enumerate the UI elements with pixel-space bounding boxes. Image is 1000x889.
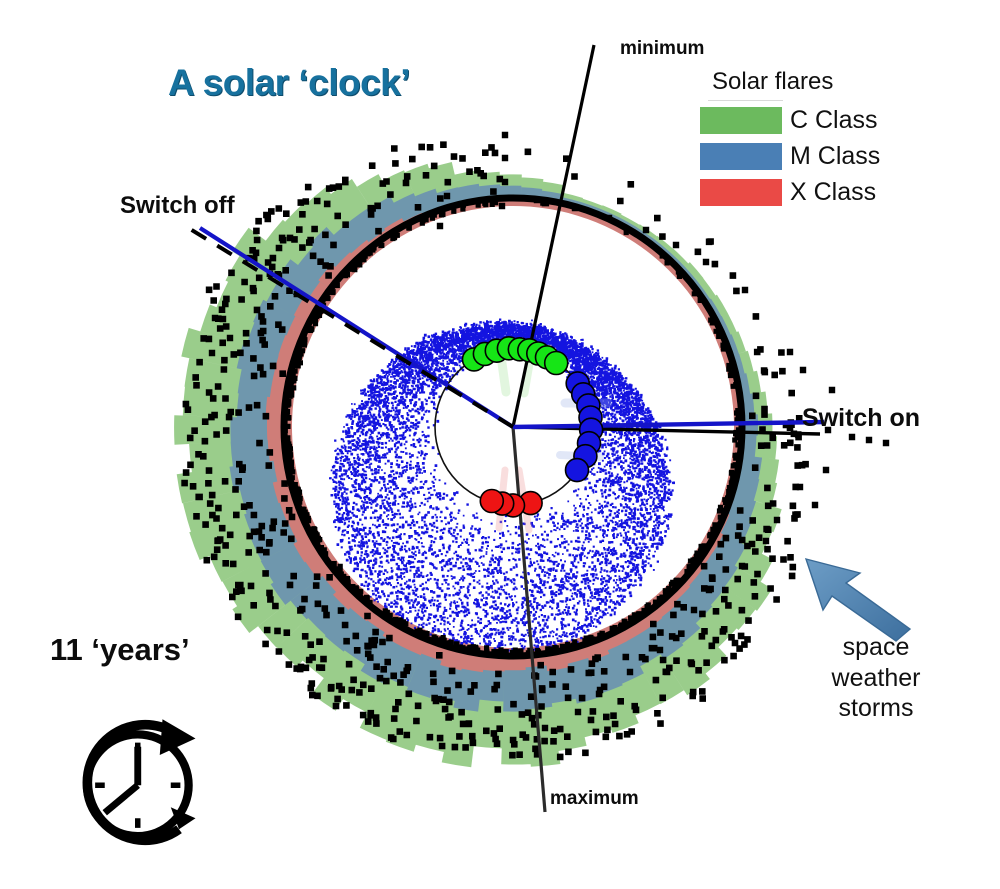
legend: Solar flares C Class M Class X Class	[700, 68, 940, 214]
storms-line-3: storms	[838, 694, 914, 722]
switch-on-blue-line	[512, 419, 825, 430]
sunspot-scatter-cloud	[329, 318, 675, 653]
label-cycle-length: 11 ‘years’	[50, 632, 190, 667]
switch-off-dashed-line	[180, 222, 515, 429]
marker-m-class	[564, 457, 590, 483]
legend-divider	[708, 100, 783, 101]
legend-label-m-class: M Class	[790, 142, 881, 170]
scatter-points	[329, 318, 675, 653]
legend-label-x-class: X Class	[790, 178, 877, 206]
swatch-green-icon	[700, 107, 782, 134]
storms-line-2: weather	[831, 663, 921, 692]
minimum-axis-line	[511, 44, 596, 428]
flare-class-bands	[174, 162, 782, 768]
storms-caption: space weather storms	[786, 632, 966, 724]
label-switch-off: Switch off	[120, 192, 235, 219]
clock-with-circular-arrow-icon	[82, 719, 196, 846]
maximum-axis-line	[511, 426, 547, 813]
label-minimum: minimum	[620, 38, 705, 59]
clock-icon-container	[58, 700, 223, 865]
legend-title: Solar flares	[712, 68, 834, 95]
legend-item-x-class[interactable]: X Class	[700, 178, 940, 207]
swatch-blue-icon	[700, 143, 782, 170]
label-maximum: maximum	[550, 788, 639, 809]
legend-item-m-class[interactable]: M Class	[700, 142, 940, 171]
storms-line-1: space	[842, 633, 910, 661]
flare-class-markers	[461, 335, 604, 518]
label-switch-on: Switch on	[802, 404, 921, 432]
legend-label-c-class: C Class	[790, 106, 878, 134]
marker-x-class	[479, 488, 505, 514]
arrow-up-left-icon	[804, 557, 912, 642]
swatch-red-icon	[700, 179, 782, 206]
page-title: A solar ‘clock’	[168, 62, 411, 103]
marker-c-class	[543, 350, 569, 376]
legend-item-c-class[interactable]: C Class	[700, 106, 940, 135]
main-cycle-circle	[280, 194, 746, 660]
